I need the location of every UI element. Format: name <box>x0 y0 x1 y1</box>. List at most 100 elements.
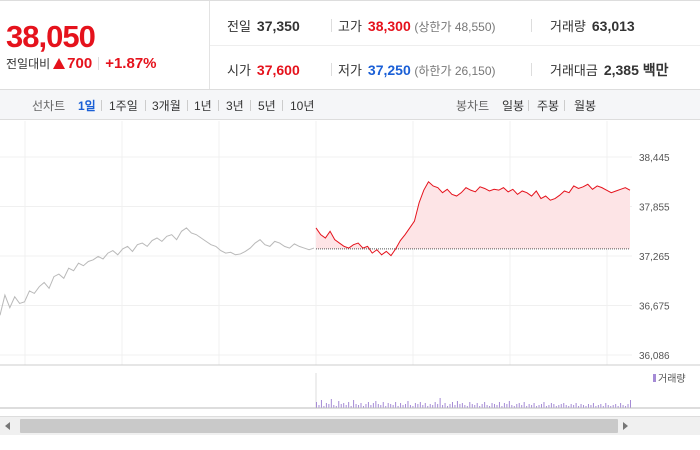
volume-bar <box>625 406 627 408</box>
volume-bar <box>474 405 476 408</box>
volume-bar <box>573 405 575 408</box>
volume-bar <box>548 405 550 408</box>
volume-bar <box>316 402 317 408</box>
volume-bar <box>345 405 347 408</box>
y-tick-label: 38,445 <box>639 153 670 164</box>
volume-bar <box>330 399 332 408</box>
volume-bar <box>622 405 624 408</box>
volume-bar <box>563 403 565 408</box>
volume-bar <box>511 405 513 408</box>
candle-chart-label: 봉차트 <box>456 99 490 113</box>
volume-bar <box>553 404 555 408</box>
volume-bar <box>466 406 468 408</box>
y-tick-label: 37,855 <box>639 203 670 214</box>
open-price: 시가 37,600 <box>227 62 300 78</box>
period-1y[interactable]: 1년 <box>194 99 212 113</box>
period-10y[interactable]: 10년 <box>290 99 315 113</box>
volume-bar <box>343 403 345 408</box>
volume-bar <box>449 404 451 408</box>
volume-bar <box>605 403 607 408</box>
scroll-right-icon[interactable] <box>623 422 628 430</box>
price-change: 전일대비 700 +1.87% <box>6 55 157 72</box>
current-price-box: 38,050 전일대비 700 +1.87% <box>0 1 210 89</box>
period-5y[interactable]: 5년 <box>258 99 276 113</box>
scroll-thumb[interactable] <box>20 419 618 433</box>
volume-bar <box>397 406 399 408</box>
volume: 거래량 63,013 <box>550 18 635 34</box>
volume-bar <box>380 405 382 408</box>
volume-bar <box>580 404 582 408</box>
volume-bar <box>583 405 585 408</box>
volume-bar <box>417 404 419 408</box>
volume-bar <box>333 405 335 408</box>
current-price: 38,050 <box>6 19 96 54</box>
volume-bar <box>610 406 612 408</box>
candle-monthly[interactable]: 월봉 <box>574 99 597 113</box>
volume-bar <box>617 406 619 408</box>
volume-bar <box>543 402 545 408</box>
period-toolbar: 선차트 1일 1주일 3개월 1년 3년 5년 10년 봉차트 일봉 주봉 월봉 <box>0 90 700 120</box>
volume-bar <box>538 405 540 408</box>
candle-weekly[interactable]: 주봉 <box>537 99 560 113</box>
volume-bar <box>434 402 436 408</box>
volume-bar <box>476 403 478 408</box>
volume-bar <box>375 401 377 408</box>
y-tick-label: 36,675 <box>639 302 670 313</box>
volume-bar <box>558 405 560 408</box>
volume-bar <box>498 402 500 408</box>
y-tick-label: 37,265 <box>639 252 670 263</box>
volume-bar <box>456 401 458 408</box>
scroll-left-icon[interactable] <box>5 422 10 430</box>
volume-bar <box>533 403 535 408</box>
period-3m[interactable]: 3개월 <box>152 99 181 113</box>
volume-bar <box>447 406 449 408</box>
period-1d[interactable]: 1일 <box>78 99 96 113</box>
line-chart-label: 선차트 <box>32 99 66 113</box>
volume-bar <box>602 406 604 408</box>
volume-bar <box>491 403 493 408</box>
quote-panel: 38,050 전일대비 700 +1.87% 전일 37,350 고가 38,300… <box>0 0 700 90</box>
volume-bar <box>521 405 523 408</box>
volume-bar <box>365 404 367 408</box>
volume-bar <box>362 406 364 408</box>
volume-bar <box>437 404 439 408</box>
volume-bar <box>360 403 362 408</box>
volume-bar <box>620 403 622 408</box>
volume-bar <box>560 404 562 408</box>
volume-legend-swatch <box>653 374 656 382</box>
volume-bar <box>528 404 530 408</box>
divider <box>98 57 100 70</box>
volume-bar <box>585 406 587 408</box>
chart-scrollbar[interactable] <box>0 416 700 435</box>
volume-bar <box>587 404 589 408</box>
volume-bar <box>550 403 552 408</box>
volume-bar <box>531 405 533 408</box>
period-1w[interactable]: 1주일 <box>109 99 138 113</box>
volume-bar <box>494 404 496 408</box>
volume-bar <box>328 404 330 408</box>
prev-day-line <box>0 227 315 316</box>
volume-bar <box>461 403 463 408</box>
volume-bar <box>348 402 350 408</box>
volume-bar <box>523 402 525 408</box>
volume-bar <box>513 406 515 408</box>
price-chart: 38,445 37,855 37,265 36,675 36,086 거래량 <box>0 121 700 416</box>
volume-bar <box>451 402 453 408</box>
volume-bar <box>439 398 441 408</box>
volume-bar <box>489 406 491 408</box>
volume-bar <box>503 403 505 408</box>
volume-bar <box>412 406 414 408</box>
volume-bar <box>429 404 431 408</box>
volume-bar <box>422 405 424 408</box>
volume-bar <box>526 406 528 408</box>
volume-bar <box>578 406 580 408</box>
volume-bar <box>607 405 609 408</box>
period-3y[interactable]: 3년 <box>226 99 244 113</box>
volume-bar <box>595 406 597 408</box>
volume-bar <box>481 404 483 408</box>
candle-daily[interactable]: 일봉 <box>502 99 525 113</box>
volume-bar <box>568 406 570 408</box>
volume-bar <box>427 406 429 408</box>
volume-bar <box>627 404 629 408</box>
volume-bar <box>377 404 379 408</box>
